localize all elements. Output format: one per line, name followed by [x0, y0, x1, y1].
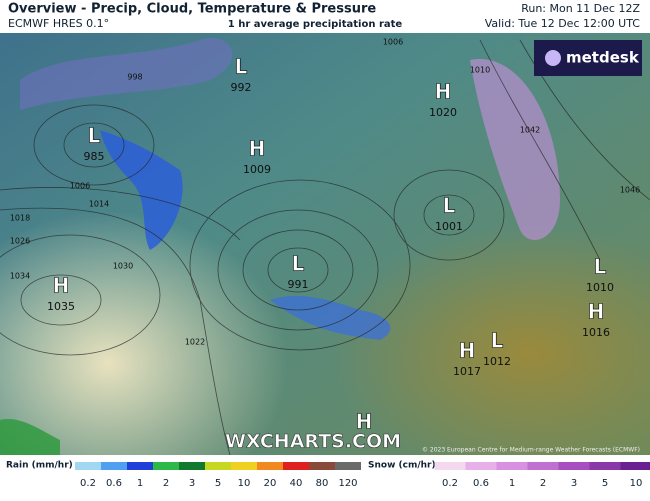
- pressure-value: 1001: [435, 220, 463, 233]
- pressure-symbol: L: [594, 255, 607, 279]
- pressure-symbol: H: [53, 274, 70, 298]
- watermark: WXCHARTS.COM: [225, 431, 401, 453]
- snow-tick-label: 2: [540, 478, 546, 489]
- copyright: © 2023 European Centre for Medium-range …: [422, 447, 640, 454]
- rain-swatch: [153, 462, 179, 470]
- isobar-label: 1042: [520, 126, 540, 135]
- rain-swatch: [231, 462, 257, 470]
- pressure-value: 992: [231, 81, 252, 94]
- pressure-symbol: L: [292, 252, 305, 276]
- isobar-label: 1014: [89, 200, 109, 209]
- rain-swatch: [205, 462, 231, 470]
- isobar-label: 1030: [113, 262, 133, 271]
- rain-swatch: [257, 462, 283, 470]
- snow-legend-title: Snow (cm/hr): [368, 461, 436, 471]
- pressure-symbol: H: [435, 80, 452, 104]
- isobar-label: 1046: [620, 186, 640, 195]
- rain-swatch: [335, 462, 361, 470]
- rain-tick-label: 80: [316, 478, 329, 489]
- isobar-label: 998: [127, 73, 142, 82]
- snow-tick-label: 1: [509, 478, 515, 489]
- rain-tick-label: 20: [264, 478, 277, 489]
- snow-swatch: [466, 462, 497, 470]
- snow-swatch: [528, 462, 559, 470]
- snow-tick-label: 0.2: [442, 478, 458, 489]
- isobar-label: 1034: [10, 272, 30, 281]
- pressure-value: 1020: [429, 106, 457, 119]
- title: Overview - Precip, Cloud, Temperature & …: [8, 2, 376, 17]
- pressure-value: 1012: [483, 355, 511, 368]
- isobar-label: 1010: [470, 66, 490, 75]
- rain-tick-label: 0.6: [106, 478, 122, 489]
- pressure-symbol: L: [443, 194, 456, 218]
- rain-tick-label: 0.2: [80, 478, 96, 489]
- pressure-symbol: H: [588, 300, 605, 324]
- rain-tick-label: 1: [137, 478, 143, 489]
- snow-tick-label: 10: [630, 478, 643, 489]
- rain-tick-label: 120: [338, 478, 357, 489]
- pressure-symbol: H: [459, 339, 476, 363]
- rain-swatch: [309, 462, 335, 470]
- pressure-value: 985: [84, 150, 105, 163]
- rain-tick-label: 5: [215, 478, 221, 489]
- run-time: Run: Mon 11 Dec 12Z: [521, 2, 640, 15]
- model: ECMWF HRES 0.1°: [8, 17, 109, 30]
- isobar-label: 1006: [70, 182, 90, 191]
- rain-tick-label: 40: [290, 478, 303, 489]
- isobar-label: 1022: [185, 338, 205, 347]
- rain-legend-title: Rain (mm/hr): [6, 461, 73, 471]
- rain-tick-label: 3: [189, 478, 195, 489]
- snow-tick-label: 5: [602, 478, 608, 489]
- snow-swatch: [559, 462, 590, 470]
- rain-swatch: [101, 462, 127, 470]
- pressure-value: 1035: [47, 300, 75, 313]
- pressure-symbol: L: [88, 124, 101, 148]
- snow-swatch: [590, 462, 621, 470]
- rain-swatch: [75, 462, 101, 470]
- pressure-symbol: L: [235, 55, 248, 79]
- pressure-value: 1009: [243, 163, 271, 176]
- logo: metdesk: [566, 49, 640, 67]
- snow-swatch: [435, 462, 466, 470]
- pressure-symbol: H: [249, 137, 266, 161]
- snow-tick-label: 0.6: [473, 478, 489, 489]
- logo-icon: [545, 50, 561, 66]
- snow-tick-label: 3: [571, 478, 577, 489]
- valid-time: Valid: Tue 12 Dec 12:00 UTC: [485, 17, 641, 30]
- pressure-symbol: L: [491, 329, 504, 353]
- rain-swatch: [179, 462, 205, 470]
- legend-bar: [0, 455, 650, 497]
- rain-swatch: [283, 462, 309, 470]
- snow-swatch: [497, 462, 528, 470]
- pressure-value: 1016: [582, 326, 610, 339]
- pressure-value: 1017: [453, 365, 481, 378]
- snow-swatch: [621, 462, 650, 470]
- isobar-label: 1018: [10, 214, 30, 223]
- pressure-symbol: H: [356, 410, 373, 434]
- pressure-value: 1010: [586, 281, 614, 294]
- isobar-label: 1006: [383, 38, 403, 47]
- rain-swatch: [127, 462, 153, 470]
- isobar-label: 1026: [10, 237, 30, 246]
- rain-tick-label: 2: [163, 478, 169, 489]
- rain-tick-label: 10: [238, 478, 251, 489]
- pressure-value: 991: [288, 278, 309, 291]
- product: 1 hr average precipitation rate: [228, 19, 403, 30]
